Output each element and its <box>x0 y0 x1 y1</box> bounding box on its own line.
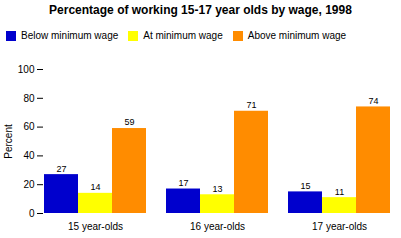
svg-text:27: 27 <box>56 164 66 174</box>
svg-text:0: 0 <box>29 208 35 219</box>
html-text:Above minimum wage: Above minimum wage <box>247 30 347 41</box>
svg-text:13: 13 <box>212 184 222 194</box>
svg-text:11: 11 <box>335 187 344 197</box>
svg-text:15: 15 <box>300 181 310 191</box>
svg-text:71: 71 <box>246 100 256 110</box>
html-text:At minimum wage: At minimum wage <box>143 30 223 41</box>
svg-text:100: 100 <box>18 64 35 75</box>
svg-text:20: 20 <box>23 179 35 190</box>
svg-text:Percent: Percent <box>3 124 14 159</box>
html-text:Below minimum wage: Below minimum wage <box>21 30 119 41</box>
svg-text:74: 74 <box>368 96 378 106</box>
svg-text:60: 60 <box>23 121 35 132</box>
svg-text:59: 59 <box>124 117 134 127</box>
svg-text:40: 40 <box>23 150 35 161</box>
svg-text:80: 80 <box>23 93 35 104</box>
svg-text:17: 17 <box>178 178 188 188</box>
html-text:Percentage of working 15-17 ye: Percentage of working 15-17 year olds by… <box>49 3 352 17</box>
svg-text:15 year-olds: 15 year-olds <box>68 221 123 232</box>
svg-text:16 year-olds: 16 year-olds <box>190 221 245 232</box>
svg-text:17 year-olds: 17 year-olds <box>312 221 367 232</box>
svg-text:14: 14 <box>90 182 100 192</box>
